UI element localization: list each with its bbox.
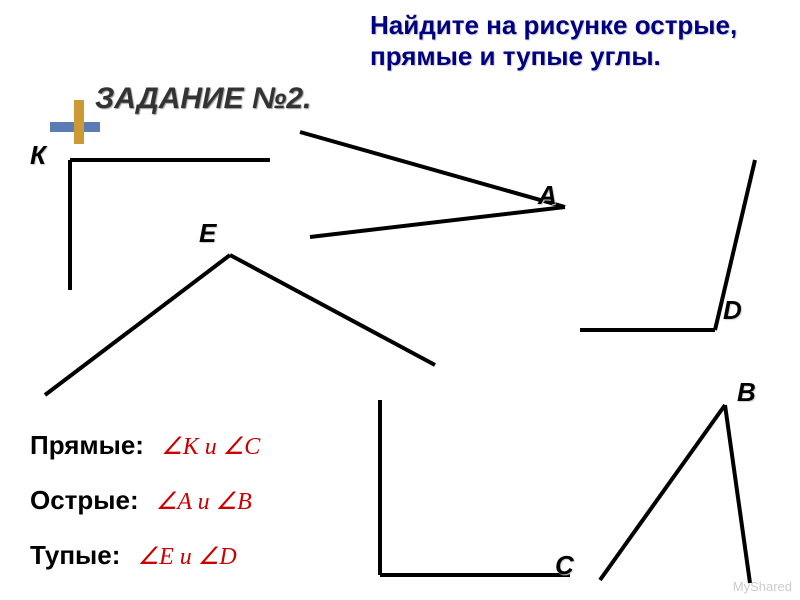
angle-B-ray2 [725, 405, 750, 583]
slide-stage: ЗАДАНИЕ №2. Найдите на рисунке острые, п… [0, 0, 800, 600]
task-title: ЗАДАНИЕ №2. [95, 82, 311, 116]
task-prompt: Найдите на рисунке острые, прямые и тупы… [370, 10, 790, 72]
answer-right-formula: ∠K и ∠C [161, 434, 260, 460]
label-C: С [555, 550, 574, 581]
angle-B-ray1 [600, 405, 725, 580]
answer-acute-row: Острые: ∠A и ∠B [30, 485, 252, 516]
label-K: К [30, 140, 46, 171]
label-B: В [737, 377, 756, 408]
watermark: MyShared [733, 579, 792, 594]
angle-A [290, 122, 580, 252]
answer-acute-label: Острые: [30, 485, 139, 515]
label-A: А [538, 180, 557, 211]
angle-C [370, 390, 580, 590]
answer-right-label: Прямые: [30, 430, 144, 460]
angle-E-ray1 [45, 255, 230, 395]
answer-obtuse-label: Тупые: [30, 540, 120, 570]
angle-A-ray2 [310, 207, 565, 237]
label-E: Е [199, 218, 216, 249]
angle-B [590, 395, 770, 595]
angle-E [35, 245, 455, 405]
answer-obtuse-formula: ∠E и ∠D [138, 544, 237, 570]
title-vbar [74, 100, 84, 144]
answer-acute-formula: ∠A и ∠B [156, 489, 252, 515]
angle-A-ray1 [300, 132, 565, 207]
label-D: D [723, 295, 742, 326]
answer-obtuse-row: Тупые: ∠E и ∠D [30, 540, 237, 571]
angle-E-ray2 [230, 255, 435, 365]
answer-right-row: Прямые: ∠K и ∠C [30, 430, 260, 461]
